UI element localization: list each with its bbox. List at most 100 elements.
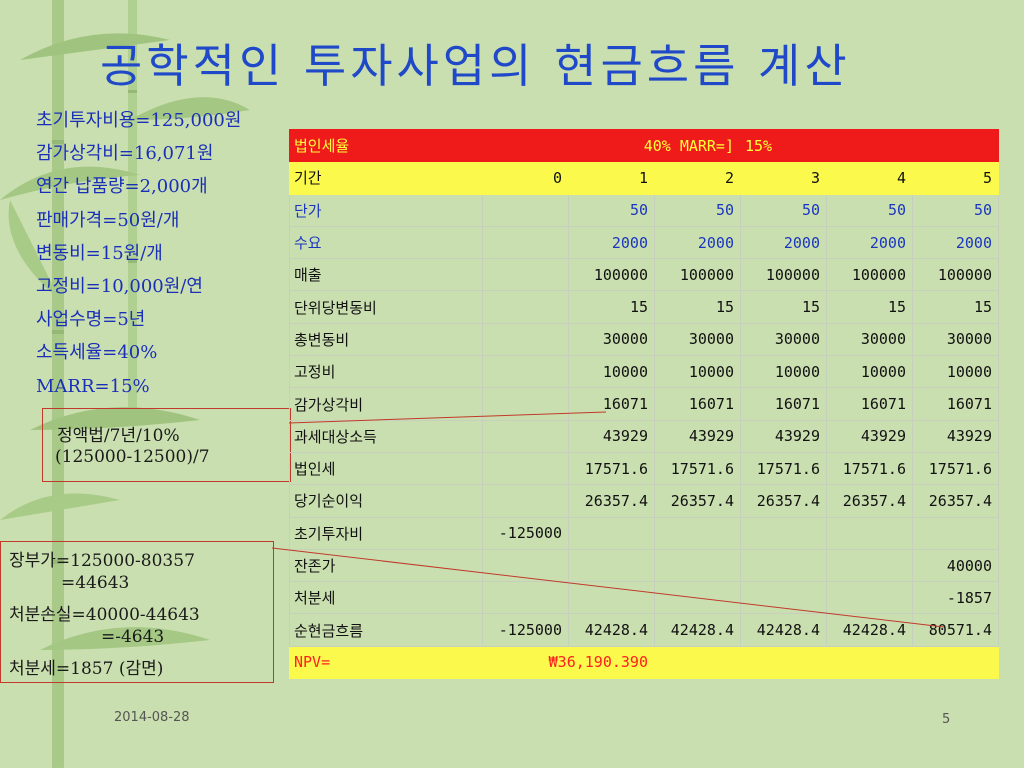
period-cell: 0	[482, 161, 569, 195]
table-cell: 50	[826, 193, 913, 227]
table-cell: 10000	[568, 355, 655, 389]
npv-value: ₩36,190.390	[482, 645, 655, 680]
disposal-note-line: 처분세=1857 (감면)	[9, 659, 164, 679]
table-cell: 17571.6	[826, 451, 913, 486]
table-cell	[482, 225, 569, 260]
cell	[912, 645, 999, 680]
period-cell: 4	[826, 161, 913, 195]
table-cell: 17571.6	[568, 451, 655, 486]
row-label: 법인세	[289, 451, 483, 486]
table-cell: 30000	[826, 322, 913, 357]
table-cell	[482, 355, 569, 389]
disposal-note-line: 처분손실=40000-44643	[9, 605, 200, 625]
cell	[740, 645, 827, 680]
table-cell: 17571.6	[912, 451, 999, 486]
param-fixed-cost: 고정비=10,000원/연	[36, 276, 203, 298]
table-cell: 50	[654, 193, 741, 227]
table-cell: 17571.6	[654, 451, 741, 486]
table-cell: 30000	[740, 322, 827, 357]
table-cell	[482, 548, 569, 583]
row-label: 처분세	[289, 581, 483, 615]
period-label: 기간	[289, 161, 483, 195]
tax-rate-label: 법인세율	[289, 128, 483, 163]
table-cell: 30000	[568, 322, 655, 357]
cell	[654, 645, 741, 680]
cash-flow-table: 법인세율 40% MARR=] 15% 기간 0 1 2 3 4 5 단가 50 5…	[289, 128, 999, 680]
marr-value: 15%	[740, 128, 827, 163]
param-tax-rate: 소득세율=40%	[36, 342, 158, 364]
table-cell: 30000	[654, 322, 741, 357]
npv-row: NPV= ₩36,190.390	[289, 645, 999, 680]
table-cell	[482, 451, 569, 486]
period-cell: 3	[740, 161, 827, 195]
footer-date: 2014-08-28	[114, 710, 190, 725]
table-cell: 26357.4	[654, 484, 741, 518]
table-cell: 10000	[826, 355, 913, 389]
table-cell: 50	[568, 193, 655, 227]
table-cell	[482, 258, 569, 292]
table-cell: 50	[740, 193, 827, 227]
table-cell	[482, 193, 569, 227]
depreciation-note-box: 정액법/7년/10% (125000-12500)/7	[42, 408, 291, 482]
cell	[826, 128, 913, 163]
table-row: 총변동비 30000 30000 30000 30000 30000	[289, 322, 999, 357]
table-row: 잔존가 40000	[289, 548, 999, 583]
param-project-life: 사업수명=5년	[36, 309, 146, 331]
table-cell: 2000	[654, 225, 741, 260]
disposal-note-box: 장부가=125000-80357 =44643 처분손실=40000-44643…	[0, 541, 274, 683]
disposal-note-line: =-4643	[101, 627, 165, 647]
page-number: 5	[942, 712, 951, 727]
disposal-note-line: =44643	[61, 573, 130, 593]
table-cell: 43929	[912, 419, 999, 453]
table-cell: -125000	[482, 516, 569, 550]
table-row: 고정비 10000 10000 10000 10000 10000	[289, 355, 999, 389]
period-cell: 5	[912, 161, 999, 195]
table-cell	[740, 581, 827, 615]
table-cell	[826, 548, 913, 583]
table-row: 과세대상소득 43929 43929 43929 43929 43929	[289, 419, 999, 453]
table-cell: 26357.4	[568, 484, 655, 518]
tax-rate-value: 40% MARR=]	[482, 128, 741, 163]
row-label: 수요	[289, 225, 483, 260]
table-cell: 2000	[826, 225, 913, 260]
table-cell	[654, 516, 741, 550]
table-cell: 15	[568, 290, 655, 324]
row-label: 총변동비	[289, 322, 483, 357]
tax-rate-row: 법인세율 40% MARR=] 15%	[289, 128, 999, 163]
table-cell: 40000	[912, 548, 999, 583]
table-cell: 15	[912, 290, 999, 324]
row-label: 당기순이익	[289, 484, 483, 518]
table-cell: 16071	[912, 387, 999, 421]
table-cell	[826, 581, 913, 615]
table-cell: 50	[912, 193, 999, 227]
table-cell: 43929	[740, 419, 827, 453]
table-row: 단위당변동비 15 15 15 15 15	[289, 290, 999, 324]
table-row: 법인세 17571.6 17571.6 17571.6 17571.6 17571.6	[289, 451, 999, 486]
table-cell: 17571.6	[740, 451, 827, 486]
table-cell: 42428.4	[740, 613, 827, 647]
table-cell: 43929	[654, 419, 741, 453]
table-cell: 100000	[568, 258, 655, 292]
table-cell: 100000	[740, 258, 827, 292]
table-cell: 2000	[912, 225, 999, 260]
row-label: 단가	[289, 193, 483, 227]
param-annual-volume: 연간 납품량=2,000개	[36, 176, 208, 198]
table-cell: 2000	[568, 225, 655, 260]
table-cell	[482, 290, 569, 324]
row-label: 잔존가	[289, 548, 483, 583]
table-cell: 43929	[568, 419, 655, 453]
depreciation-note-line: 정액법/7년/10%	[57, 426, 180, 446]
table-cell: -1857	[912, 581, 999, 615]
table-cell: 10000	[740, 355, 827, 389]
table-cell	[740, 516, 827, 550]
table-cell	[740, 548, 827, 583]
table-cell: 80571.4	[912, 613, 999, 647]
parameter-list: 초기투자비용=125,000원 감가상각비=16,071원 연간 납품량=2,0…	[36, 104, 241, 403]
depreciation-note-line: (125000-12500)/7	[55, 447, 210, 467]
period-row: 기간 0 1 2 3 4 5	[289, 161, 999, 195]
table-row: 감가상각비 16071 16071 16071 16071 16071	[289, 387, 999, 421]
cell	[826, 645, 913, 680]
param-depreciation: 감가상각비=16,071원	[36, 143, 214, 165]
table-cell	[654, 581, 741, 615]
row-label: 순현금흐름	[289, 613, 483, 647]
